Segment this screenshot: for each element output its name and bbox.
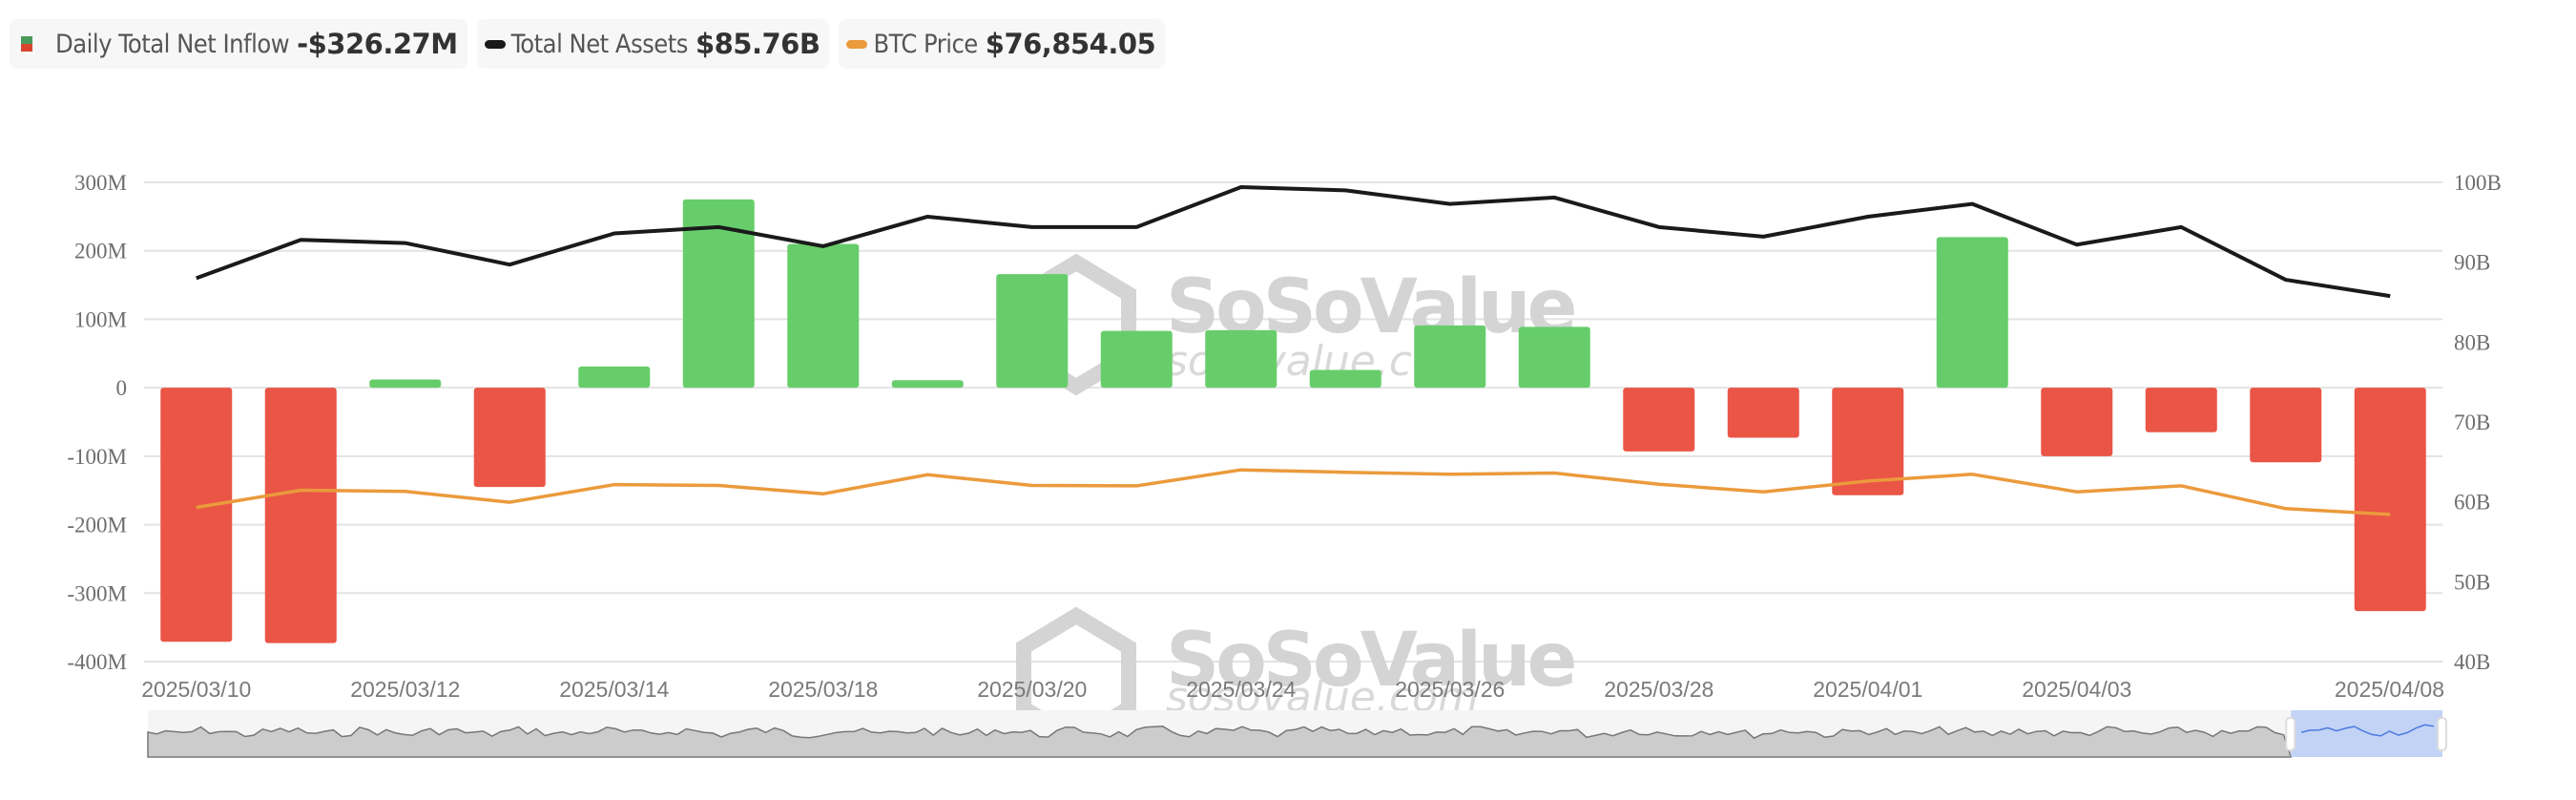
right-axis-tick: 70B <box>2454 411 2490 434</box>
legend-value: $85.76B <box>695 28 821 60</box>
left-axis-tick: -200M <box>67 514 127 537</box>
left-y-axis: 300M 200M 100M 0 -100M -200M -300M -400M <box>67 171 127 674</box>
right-axis-tick: 80B <box>2454 330 2490 354</box>
slider-left-handle[interactable] <box>2285 717 2296 751</box>
legend-value: -$326.27M <box>297 28 458 60</box>
inflow-bar[interactable] <box>787 243 860 389</box>
x-axis-tick: 2025/03/26 <box>1395 677 1505 702</box>
line-swatch-icon <box>484 39 506 49</box>
chart-legend: Daily Total Net Inflow -$326.27M Total N… <box>10 19 1166 69</box>
legend-item-btc-price[interactable]: BTC Price $76,854.05 <box>839 19 1166 69</box>
right-axis-tick: 100B <box>2454 171 2502 195</box>
x-axis-tick: 2025/04/01 <box>1813 677 1922 702</box>
left-axis-tick: 0 <box>116 376 128 400</box>
x-axis: 2025/03/10 2025/03/12 2025/03/14 2025/03/18… <box>141 677 2444 702</box>
inflow-bar[interactable] <box>473 388 546 488</box>
legend-label: BTC Price <box>873 29 978 59</box>
right-y-axis: 100B 90B 80B 70B 60B 50B 40B <box>2454 171 2502 674</box>
left-axis-tick: 100M <box>74 307 127 331</box>
left-axis-tick: 300M <box>74 171 127 195</box>
x-axis-tick: 2025/03/20 <box>977 677 1087 702</box>
inflow-bar[interactable] <box>2145 388 2217 432</box>
x-axis-tick: 2025/03/10 <box>141 677 251 702</box>
left-axis-tick: -100M <box>67 445 127 469</box>
legend-item-daily-net-inflow[interactable]: Daily Total Net Inflow -$326.27M <box>10 19 467 69</box>
x-axis-tick: 2025/03/18 <box>768 677 878 702</box>
net-inflow-bars[interactable] <box>160 199 2426 643</box>
bar-swatch-icon <box>21 36 32 52</box>
x-axis-tick: 2025/03/12 <box>350 677 460 702</box>
left-axis-tick: -300M <box>67 581 127 605</box>
inflow-bar[interactable] <box>2041 388 2113 456</box>
x-axis-tick: 2025/04/03 <box>2022 677 2131 702</box>
inflow-bar[interactable] <box>682 199 755 389</box>
inflow-bar[interactable] <box>1832 388 1904 495</box>
legend-label: Daily Total Net Inflow <box>55 29 290 59</box>
slider-selected-window[interactable] <box>2291 710 2442 757</box>
slider-right-handle[interactable] <box>2437 717 2447 751</box>
btc-price-line[interactable] <box>196 468 2391 516</box>
left-axis-tick: 200M <box>74 240 127 263</box>
right-axis-tick: 50B <box>2454 570 2490 594</box>
inflow-bar[interactable] <box>891 380 964 389</box>
inflow-bar[interactable] <box>996 274 1069 389</box>
right-axis-tick: 90B <box>2454 251 2490 275</box>
data-zoom-slider[interactable] <box>147 710 2447 758</box>
x-axis-tick: 2025/03/28 <box>1604 677 1714 702</box>
right-axis-tick: 60B <box>2454 491 2490 515</box>
right-axis-tick: 40B <box>2454 650 2490 674</box>
watermark-brand: SoSoValue <box>1166 618 1575 704</box>
left-axis-tick: -400M <box>67 650 127 674</box>
line-swatch-icon <box>846 39 868 49</box>
inflow-bar[interactable] <box>578 366 651 389</box>
legend-value: $76,854.05 <box>985 28 1156 60</box>
x-axis-tick: 2025/03/24 <box>1186 677 1296 702</box>
inflow-bar[interactable] <box>1936 237 2008 389</box>
inflow-bar[interactable] <box>1414 325 1486 389</box>
legend-label: Total Net Assets <box>510 29 689 59</box>
slider-selected-line <box>2300 724 2434 737</box>
inflow-bar[interactable] <box>1727 388 1799 438</box>
inflow-bar[interactable] <box>1100 330 1173 389</box>
legend-item-total-net-assets[interactable]: Total Net Assets $85.76B <box>476 19 830 69</box>
slider-preview-area <box>147 726 2293 758</box>
total-net-assets-line[interactable] <box>196 185 2391 299</box>
inflow-bar[interactable] <box>2250 388 2322 463</box>
inflow-bar[interactable] <box>369 379 442 389</box>
inflow-bar[interactable] <box>2354 388 2426 612</box>
inflow-bar[interactable] <box>264 388 337 643</box>
x-axis-tick: 2025/04/08 <box>2335 677 2444 702</box>
inflow-bar[interactable] <box>1518 326 1590 389</box>
inflow-bar[interactable] <box>1205 329 1278 389</box>
inflow-bar[interactable] <box>1623 388 1695 452</box>
inflow-bar[interactable] <box>160 388 233 642</box>
x-axis-tick: 2025/03/14 <box>559 677 669 702</box>
inflow-bar[interactable] <box>1309 369 1381 389</box>
